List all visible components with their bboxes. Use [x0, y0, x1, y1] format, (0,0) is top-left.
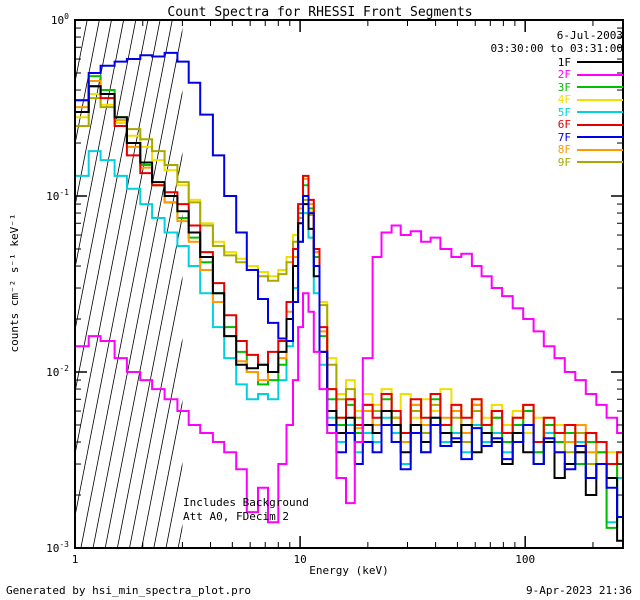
y-tick-label: 10-2: [46, 364, 69, 379]
legend-label: 9F: [557, 155, 571, 169]
legend-line-swatch: [577, 136, 623, 139]
legend-line-swatch: [577, 73, 623, 76]
y-tick-label: 10-1: [46, 188, 69, 203]
y-axis-label: counts cm⁻² s⁻¹ keV⁻¹: [8, 213, 21, 353]
annotation-attenuator-state: Att A0, FDecim 2: [183, 510, 289, 523]
legend-line-swatch: [577, 111, 623, 114]
legend-item-5F: 5F: [558, 106, 623, 119]
generated-by-text: Generated by hsi_min_spectra_plot.pro: [6, 584, 252, 597]
x-tick-label: 100: [515, 553, 535, 566]
series-1F: [75, 85, 623, 542]
x-axis-label: Energy (keV): [309, 564, 389, 577]
series-3F: [75, 75, 623, 529]
x-tick-label: 10: [293, 553, 306, 566]
legend-label: 8F: [557, 143, 571, 157]
legend: 1F 2F 3F 4F 5F 6F 7F 8F 9F: [558, 56, 623, 169]
legend-line-swatch: [577, 61, 623, 64]
spectra-series: [75, 51, 623, 542]
legend-label: 2F: [557, 68, 571, 82]
legend-label: 5F: [557, 105, 571, 119]
y-tick-label: 100: [51, 12, 69, 27]
legend-label: 1F: [557, 55, 571, 69]
series-9F: [75, 97, 623, 479]
legend-line-swatch: [577, 86, 623, 89]
legend-item-3F: 3F: [558, 81, 623, 94]
legend-label: 3F: [557, 80, 571, 94]
y-tick-label: 10-3: [46, 540, 69, 555]
legend-line-swatch: [577, 123, 623, 126]
legend-label: 4F: [557, 93, 571, 107]
legend-item-2F: 2F: [557, 68, 623, 82]
legend-item-7F: 7F: [558, 131, 623, 144]
series-5F: [75, 150, 623, 524]
legend-line-swatch: [577, 161, 623, 164]
legend-line-swatch: [577, 148, 623, 151]
legend-item-6F: 6F: [557, 118, 623, 132]
series-7F: [75, 51, 623, 518]
legend-line-swatch: [577, 98, 623, 101]
legend-label: 6F: [557, 118, 571, 132]
series-4F: [75, 93, 623, 465]
x-tick-label: 1: [72, 553, 79, 566]
low-energy-hatch-region: [75, 20, 183, 548]
chart-title: Count Spectra for RHESSI Front Segments: [167, 5, 473, 20]
legend-item-1F: 1F: [558, 56, 623, 69]
legend-item-8F: 8F: [557, 143, 623, 157]
legend-item-4F: 4F: [557, 93, 623, 107]
observation-date: 6-Jul-2003: [556, 29, 623, 42]
legend-label: 7F: [557, 130, 571, 144]
generated-timestamp: 9-Apr-2023 21:36: [526, 584, 632, 597]
series-6F: [75, 85, 623, 465]
annotation-includes-background: Includes Background: [183, 496, 309, 509]
legend-item-9F: 9F: [558, 156, 623, 169]
observation-time-range: 03:30:00 to 03:31:00: [490, 42, 623, 55]
axes: 1 10 100 100 10-1 10-2 10-3: [46, 12, 624, 566]
series-2F: [75, 224, 623, 524]
